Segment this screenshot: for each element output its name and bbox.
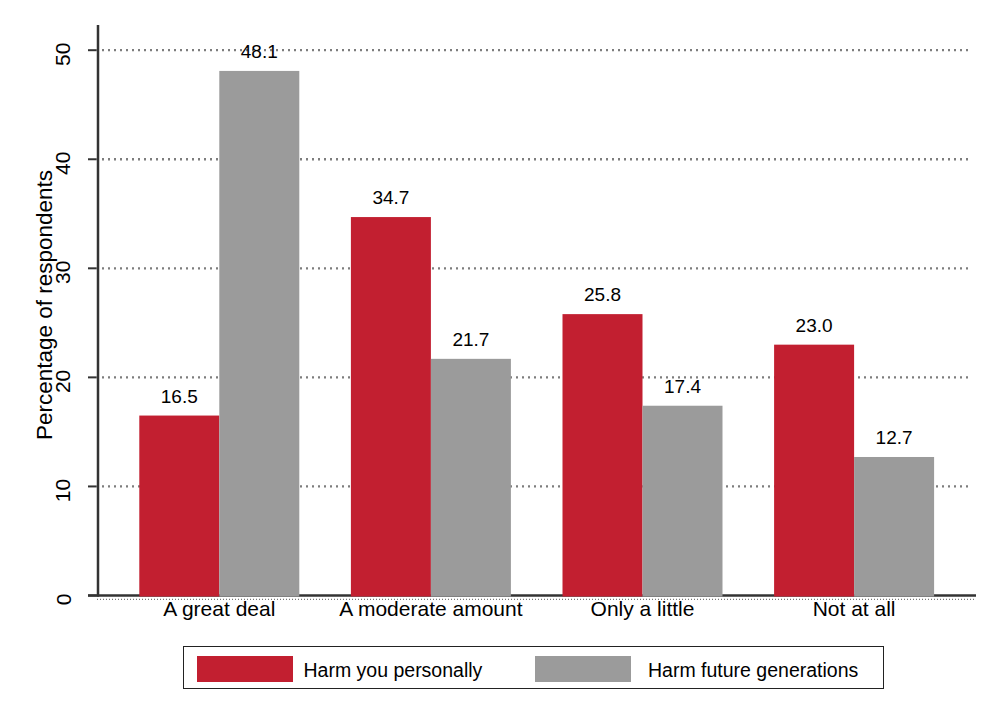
bar-personal-1 (351, 217, 431, 596)
legend-label-harm-you-personally: Harm you personally (304, 660, 483, 680)
bar-future-1 (431, 359, 511, 597)
value-label-personal-1: 34.7 (372, 187, 409, 208)
category-label-2: Only a little (591, 597, 695, 620)
legend-swatch-harm-future-generations (535, 656, 631, 682)
value-label-personal-2: 25.8 (584, 284, 621, 305)
category-label-1: A moderate amount (339, 597, 522, 620)
y-tick-label-10: 10 (52, 479, 75, 502)
value-label-future-1: 21.7 (452, 329, 489, 350)
legend-swatch-harm-you-personally (197, 656, 293, 682)
bar-chart: 01020304050Percentage of respondents16.5… (0, 0, 1000, 727)
category-label-0: A great deal (163, 597, 275, 620)
value-label-personal-0: 16.5 (161, 386, 198, 407)
bar-personal-2 (563, 314, 643, 596)
category-label-3: Not at all (813, 597, 896, 620)
bar-future-3 (854, 457, 934, 597)
y-axis-title: Percentage of respondents (32, 170, 57, 440)
value-label-future-0: 48.1 (241, 41, 278, 62)
value-label-future-3: 12.7 (876, 427, 913, 448)
bar-personal-3 (774, 345, 854, 597)
legend-label-harm-future-generations: Harm future generations (648, 660, 858, 680)
value-label-future-2: 17.4 (664, 376, 701, 397)
y-tick-label-0: 0 (52, 594, 75, 606)
bar-future-2 (643, 406, 723, 597)
bar-personal-0 (139, 416, 219, 597)
bar-future-0 (219, 71, 299, 597)
legend: Harm you personally Harm future generati… (183, 646, 884, 689)
value-label-personal-3: 23.0 (796, 315, 833, 336)
y-tick-label-50: 50 (52, 43, 75, 66)
